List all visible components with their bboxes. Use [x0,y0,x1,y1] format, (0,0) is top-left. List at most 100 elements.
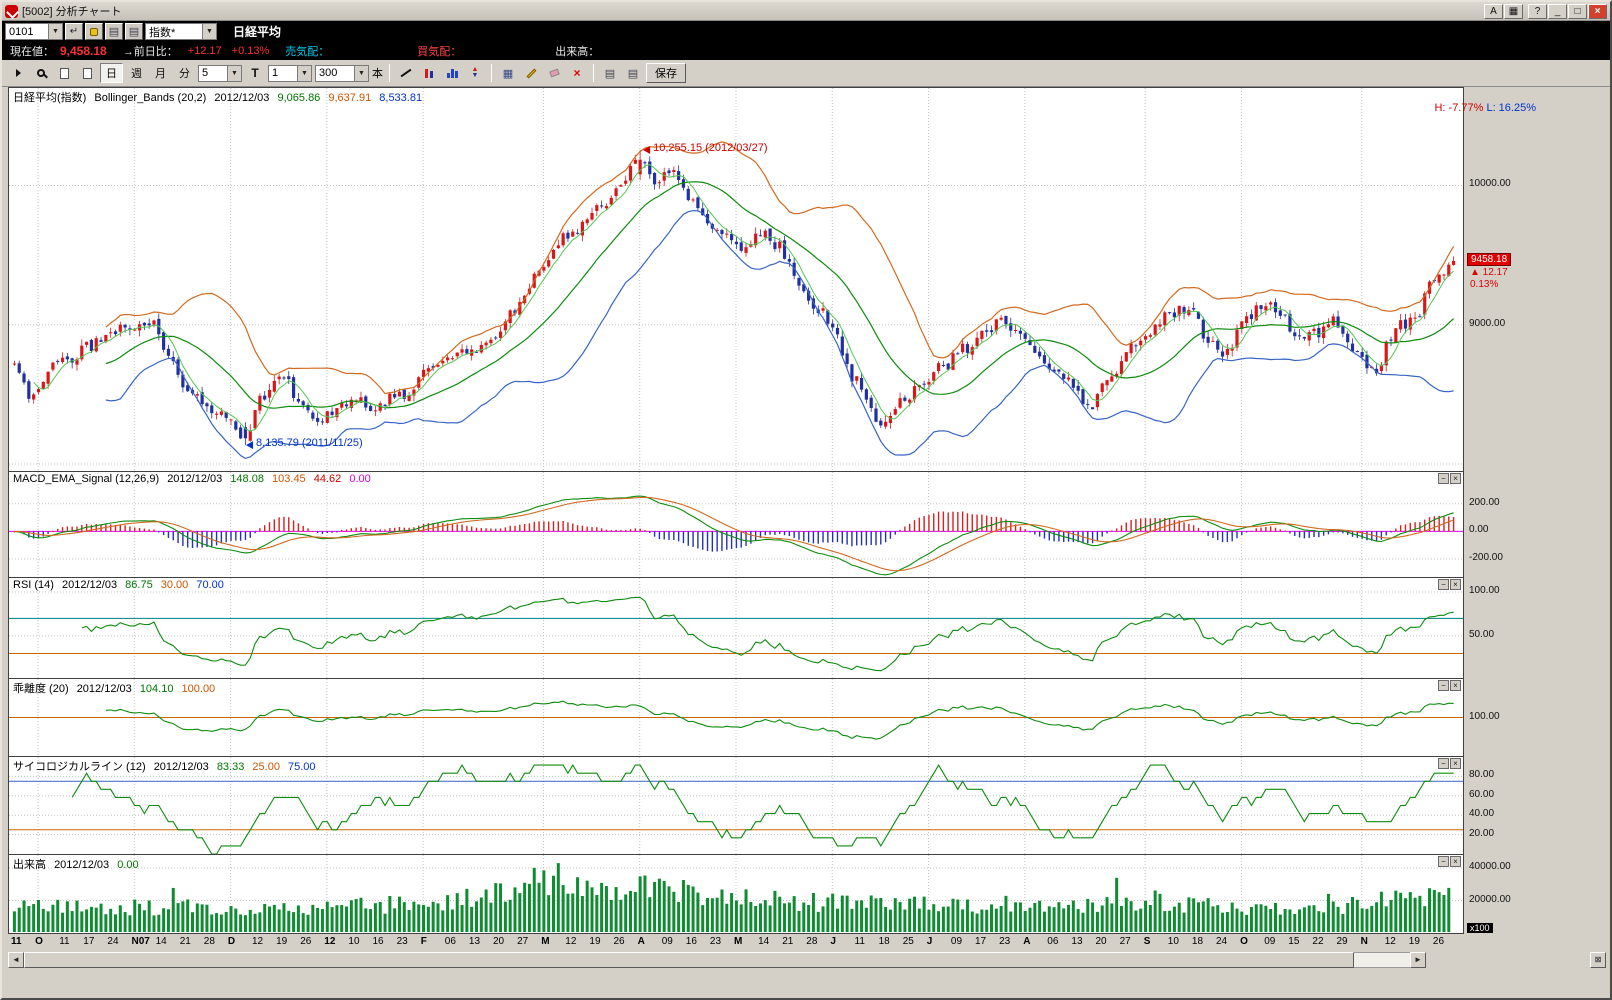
panel-restore-button[interactable]: ⊠ [1590,951,1606,968]
help-button[interactable]: ? [1528,3,1547,19]
volume-label: 出来高： [555,46,600,58]
back-button[interactable]: ↵ [65,23,83,40]
app-logo-icon [5,4,18,18]
scroll-right-button[interactable]: ► [1410,951,1426,968]
axis-label: -200.00 [1469,552,1503,564]
delete-x-icon: × [573,66,581,80]
alert-button[interactable] [85,23,103,40]
x-axis-tick: 12 [252,936,264,947]
minute-length-combobox[interactable]: 5 ▼ [198,64,242,82]
scroll-thumb[interactable] [24,951,1354,968]
updown-arrows-icon: ▲ ▼ [471,66,479,79]
grid-toggle-button[interactable]: ▦ [498,63,518,83]
rsi-plot[interactable]: RSI (14) 2012/12/03 86.75 30.00 70.00 − … [8,577,1464,679]
trendline-tool-button[interactable] [396,63,416,83]
axis-label: 20000.00 [1469,893,1511,905]
layout-save-button[interactable]: ▤ [600,63,620,83]
panel-close-button[interactable]: × [1450,856,1461,867]
bar-chart-type-button[interactable] [442,63,462,83]
panel-close-button[interactable]: × [1450,473,1461,484]
period-daily-button[interactable]: 日 [100,63,123,83]
x-axis-tick: 22 [1312,936,1324,947]
scroll-track[interactable] [1354,951,1410,968]
panel-close-button[interactable]: × [1450,680,1461,691]
macd-plot[interactable]: MACD_EMA_Signal (12,26,9) 2012/12/03 148… [8,471,1464,578]
psychological-low-band-value: 25.00 [252,761,280,773]
dropdown-arrow-icon[interactable]: ▼ [48,24,62,39]
minimize-window-button[interactable]: _ [1548,3,1567,19]
period-monthly-button[interactable]: 月 [155,68,166,80]
delete-drawings-button[interactable]: × [567,63,587,83]
rsi-high-band-value: 70.00 [196,579,224,591]
export-button[interactable]: ▤ [623,63,643,83]
panel-close-button[interactable]: × [1450,579,1461,590]
panel-minimize-button[interactable]: − [1438,856,1449,867]
pointer-tool-button[interactable] [8,63,28,83]
axis-label: 40000.00 [1469,861,1511,872]
x-axis-tick: 09 [1264,936,1276,947]
maximize-window-button[interactable]: □ [1568,3,1587,19]
dropdown-arrow-icon[interactable]: ▼ [202,24,216,39]
axis-label: 80.00 [1469,769,1495,781]
panel-window-buttons: − × [1438,680,1461,691]
memo-button[interactable]: ▤ [105,23,123,40]
deviation-plot[interactable]: 乖離度 (20) 2012/12/03 104.10 100.00 − × [8,678,1464,757]
zoom-tool-button[interactable] [31,63,51,83]
doc-icon: ▤ [604,67,616,80]
scroll-left-button[interactable]: ◄ [8,951,24,968]
period-minute-button[interactable]: 分 [179,68,190,80]
deviation-base-value: 100.00 [181,683,216,695]
copy-chart-button[interactable] [77,63,97,83]
draw-tool-button[interactable] [521,63,541,83]
candlestick-icon [425,68,433,78]
candlestick-type-button[interactable] [419,63,439,83]
layout-button[interactable]: ▦ [1504,3,1523,19]
register-button[interactable]: ▤ [125,23,143,40]
panel-minimize-button[interactable]: − [1438,758,1449,769]
change-value: +12.17 [187,45,222,57]
dropdown-arrow-icon[interactable]: ▼ [227,65,241,81]
macd-value: 148.08 [230,473,264,485]
main-chart-plot[interactable]: 日経平均(指数) Bollinger_Bands (20,2) 2012/12/… [8,87,1464,472]
doc-icon: ▤ [627,67,639,80]
period-weekly-button[interactable]: 週 [131,68,142,80]
close-window-button[interactable]: × [1588,3,1607,19]
x-axis-tick: M [541,936,550,947]
symbol-code-combobox[interactable]: 0101 ▼ [5,23,63,40]
panel-close-button[interactable]: × [1450,758,1461,769]
volume-plot[interactable]: 出来高 2012/12/03 0.00 − × [8,854,1464,934]
x-axis-row: 11 O 11 17 24 N07 14 21 28 D 12 19 26 12 10 16 23 F 06 13 20… [8,934,1610,950]
panel-minimize-button[interactable]: − [1438,473,1449,484]
bar-unit-label: 本 [372,68,383,80]
tick-button[interactable]: T [251,66,259,80]
x-axis-tick: 18 [878,936,890,947]
panel-minimize-button[interactable]: − [1438,680,1449,691]
new-chart-button[interactable] [54,63,74,83]
deviation-axis: 100.00 [1464,678,1610,757]
erase-tool-button[interactable] [544,63,564,83]
panel-minimize-button[interactable]: − [1438,579,1449,590]
x-axis-tick: M [734,936,743,947]
title-bar[interactable]: [5002] 分析チャート A ▦ ? _ □ × [2,2,1610,21]
panel-window-buttons: − × [1438,856,1461,867]
rsi-low-band-value: 30.00 [160,579,189,591]
axis-label: 10000.00 [1469,178,1511,190]
rsi-value: 86.75 [125,579,153,591]
x-axis-tick: 18 [1191,936,1204,947]
rsi-date: 2012/12/03 [62,579,118,591]
save-button[interactable]: 保存 [646,63,686,83]
bell-icon [90,27,98,36]
category-combobox[interactable]: 指数* ▼ [145,23,217,40]
tick-length-combobox[interactable]: 1 ▼ [268,64,312,82]
x-axis-tick: 24 [1216,936,1228,947]
dropdown-arrow-icon[interactable]: ▼ [354,65,368,81]
main-chart-symbol: 日経平均(指数) [13,92,87,104]
dropdown-arrow-icon[interactable]: ▼ [297,65,311,81]
horizontal-scrollbar[interactable]: ◄ ► ⊠ [8,951,1606,968]
return-icon: ↵ [69,26,79,37]
bar-count-combobox[interactable]: 300 ▼ [315,64,369,82]
annotation-a-button[interactable]: A [1484,3,1503,19]
trendline-icon [400,68,412,78]
updown-marks-button[interactable]: ▲ ▼ [465,63,485,83]
psychological-plot[interactable]: サイコロジカルライン (12) 2012/12/03 83.33 25.00 7… [8,756,1464,855]
